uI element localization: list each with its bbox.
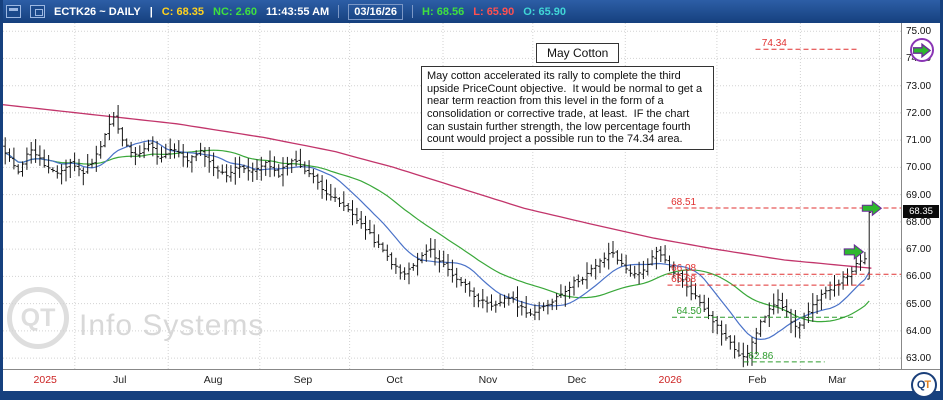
ma-short-line xyxy=(4,140,870,341)
logo-letter-t: T xyxy=(924,379,932,391)
header-separator: | xyxy=(149,5,153,18)
price-level-label: 66.08 xyxy=(671,263,696,274)
signal-arrow-icon[interactable] xyxy=(861,200,883,217)
time-axis-label: Jul xyxy=(113,374,127,386)
price-axis-label: 69.00 xyxy=(906,189,932,201)
time-axis-label: Mar xyxy=(828,374,847,386)
time-axis-label: Dec xyxy=(567,374,587,386)
quote-date: 03/16/26 xyxy=(348,3,404,20)
price-axis-label: 75.00 xyxy=(906,26,932,38)
time-axis-label: 2025 xyxy=(33,374,57,386)
ma-long-line xyxy=(3,104,872,269)
time-axis-label: 2026 xyxy=(658,374,682,386)
logo-letter-q: Q xyxy=(916,379,926,391)
price-axis-label: 67.00 xyxy=(906,244,932,256)
watermark-text: Info Systems xyxy=(79,309,265,342)
ohlc-bars xyxy=(3,105,872,368)
low-price-value: L: 65.90 xyxy=(473,5,515,18)
watermark: QT Info Systems xyxy=(3,23,901,369)
quote-time: 11:43:55 AM xyxy=(266,5,330,18)
open-price-value: O: 65.90 xyxy=(523,5,567,18)
watermark-logo-icon: QT xyxy=(7,287,69,349)
net-change-value: NC: 2.60 xyxy=(213,5,258,18)
last-price-value: C: 68.35 xyxy=(161,5,204,18)
signal-arrow-icon[interactable] xyxy=(843,243,865,260)
price-level-label: 65.68 xyxy=(671,274,696,285)
price-axis-label: 72.00 xyxy=(906,107,932,119)
time-axis-label: Feb xyxy=(748,374,767,386)
price-level-label: 64.50 xyxy=(677,306,702,317)
header-divider xyxy=(412,5,414,18)
window-restore-icon[interactable] xyxy=(6,5,21,18)
time-axis[interactable]: 2025 Jul Aug Sep Oct Nov Dec 2026 Feb Mar xyxy=(3,369,940,391)
price-axis-label: 71.00 xyxy=(906,135,932,147)
price-axis-label: 70.00 xyxy=(906,162,932,174)
time-axis-label: Sep xyxy=(293,374,313,386)
price-level-label: 68.51 xyxy=(671,197,696,208)
chart-title-box[interactable]: May Cotton xyxy=(536,43,620,63)
qt-brand-logo: Q T xyxy=(911,372,937,398)
price-axis-label: 68.00 xyxy=(906,216,932,228)
chart-plot-area[interactable]: QT Info Systems 74.34 68.51 66.08 65.68 64.5… xyxy=(3,23,901,369)
price-axis-label: 73.00 xyxy=(906,80,932,92)
symbol-label[interactable]: ECTK26 ~ DAILY xyxy=(54,5,141,18)
price-axis-label: 63.00 xyxy=(906,353,932,365)
time-axis-label: Oct xyxy=(386,374,403,386)
circled-arrow-icon[interactable] xyxy=(910,38,934,63)
price-axis-label: 64.00 xyxy=(906,325,932,337)
ma-mid-line xyxy=(4,149,870,323)
price-axis-label: 66.00 xyxy=(906,271,932,283)
time-axis-label: Nov xyxy=(478,374,498,386)
chart-window-icon[interactable] xyxy=(30,5,45,18)
price-level-label: 62.86 xyxy=(748,351,773,362)
quote-header-bar: ECTK26 ~ DAILY | C: 68.35 NC: 2.60 11:43… xyxy=(3,0,940,23)
high-price-value: H: 68.56 xyxy=(422,5,465,18)
last-price-tag: 68.35 xyxy=(903,205,939,219)
price-axis[interactable]: 75.0074.0073.0072.0071.0070.0069.0068.00… xyxy=(901,23,940,369)
price-level-label: 74.34 xyxy=(762,38,787,49)
price-axis-label: 65.00 xyxy=(906,298,932,310)
moving-average-lines xyxy=(3,104,872,341)
header-divider xyxy=(338,5,340,18)
analyst-annotation-box[interactable]: May cotton accelerated its rally to comp… xyxy=(421,66,714,150)
time-axis-label: Aug xyxy=(203,374,223,386)
